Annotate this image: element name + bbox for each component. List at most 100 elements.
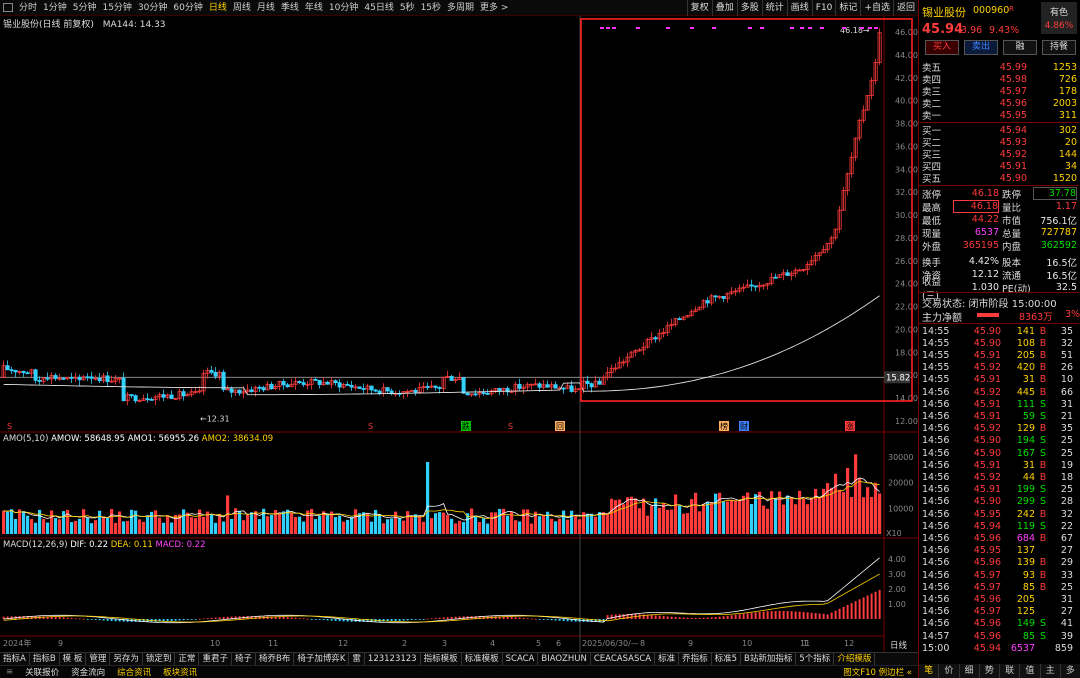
toolbar-button[interactable]: 叠加: [711, 0, 737, 16]
tick-price: 45.96: [973, 618, 1001, 630]
template-tab[interactable]: 指标A: [0, 653, 30, 665]
template-tab[interactable]: B站新加指标: [741, 653, 797, 665]
candle-body: [725, 292, 730, 299]
template-tab[interactable]: 乔指标: [679, 653, 712, 665]
macd-bar: [254, 616, 257, 619]
period-tab[interactable]: 分时: [19, 2, 38, 13]
event-mark[interactable]: 跌: [461, 421, 471, 431]
amo-bar: [762, 505, 766, 534]
sidebar-toggle-icon[interactable]: [3, 3, 13, 12]
template-tab[interactable]: 5个指标: [796, 653, 835, 665]
period-tab[interactable]: 5分钟: [72, 2, 97, 13]
template-tab[interactable]: BIAOZHUN: [538, 653, 591, 665]
event-mark[interactable]: 榜: [719, 421, 729, 431]
template-tab[interactable]: 椅乔B布: [256, 653, 295, 665]
template-tab[interactable]: 标准模板: [462, 653, 503, 665]
period-tab[interactable]: 季线: [280, 2, 299, 13]
toolbar-button[interactable]: 复权: [686, 0, 712, 16]
period-tab[interactable]: 60分钟: [173, 2, 203, 13]
quote-tab[interactable]: 笔: [919, 664, 940, 678]
tick-count: 35: [1060, 325, 1073, 337]
quote-tab[interactable]: 值: [1020, 664, 1041, 678]
template-tab[interactable]: 指标模板: [421, 653, 462, 665]
template-tab[interactable]: 标准: [655, 653, 680, 665]
template-tab[interactable]: 标准5: [712, 653, 742, 665]
template-tab[interactable]: SCACA: [503, 653, 539, 665]
tick-price: 45.90: [973, 325, 1001, 337]
template-tab[interactable]: 锁定到: [143, 653, 176, 665]
template-tab[interactable]: CEACASASCA: [591, 653, 656, 665]
amo-bar: [730, 499, 734, 534]
quote-tab[interactable]: 势: [980, 664, 1000, 678]
template-tab[interactable]: 重君子: [199, 653, 232, 665]
footer-grip-icon[interactable]: ≡: [6, 667, 14, 677]
footer-tab[interactable]: 综合资讯: [117, 668, 152, 678]
tick-price: 45.91: [973, 374, 1001, 386]
template-tab[interactable]: 另存为: [110, 653, 143, 665]
quote-tab[interactable]: 联: [1000, 664, 1021, 678]
macd-bar: [94, 619, 97, 620]
template-tab[interactable]: 椅子加博弈K: [294, 653, 350, 665]
period-tab[interactable]: 5秒: [399, 2, 415, 13]
period-tab[interactable]: 15秒: [420, 2, 442, 13]
template-tab[interactable]: 指标B: [30, 653, 60, 665]
trade-button[interactable]: 卖出: [964, 40, 998, 55]
period-tab[interactable]: 更多 >: [480, 2, 509, 13]
toolbar-button[interactable]: 统计: [761, 0, 787, 16]
amo-bar: [598, 512, 602, 534]
period-tab[interactable]: 周线: [232, 2, 251, 13]
event-mark[interactable]: S: [368, 422, 373, 431]
ask-label: 卖一: [922, 111, 942, 122]
toolbar-button[interactable]: 多股: [736, 0, 762, 16]
toolbar-button[interactable]: F10: [811, 0, 836, 16]
footer-tab[interactable]: 资金流向: [71, 668, 106, 678]
template-tab[interactable]: 椅子: [232, 653, 256, 665]
toolbar-button[interactable]: 标记: [835, 0, 860, 16]
kline-chart[interactable]: 46.0044.0042.0040.0038.0036.0034.0032.00…: [0, 16, 918, 652]
event-mark[interactable]: 涨: [845, 421, 855, 431]
amo-bar: [82, 509, 86, 534]
template-tab[interactable]: 正常: [175, 653, 200, 665]
period-tab[interactable]: 30分钟: [137, 2, 168, 13]
trade-button[interactable]: 买入: [925, 40, 959, 55]
f10-sidebar-toggle[interactable]: 图文F10 例边栏 «: [843, 668, 912, 678]
quote-tab[interactable]: 主: [1041, 664, 1061, 678]
macd-bar: [2, 616, 5, 619]
quote-tab[interactable]: 价: [939, 664, 960, 678]
template-tab[interactable]: 介绍模版: [834, 653, 876, 665]
period-tab[interactable]: 10分钟: [328, 2, 359, 13]
period-tab[interactable]: 多周期: [447, 2, 475, 13]
template-tab[interactable]: 管理: [86, 653, 111, 665]
sector-badge[interactable]: 有色 4.86%: [1041, 2, 1077, 34]
trade-button[interactable]: 持餐: [1042, 40, 1076, 55]
quote-tab[interactable]: 细: [960, 664, 980, 678]
amo-bar: [678, 505, 682, 534]
period-tab[interactable]: 月线: [256, 2, 275, 13]
period-tab[interactable]: 1分钟: [43, 2, 67, 13]
trade-button[interactable]: 融: [1003, 40, 1037, 55]
period-tab[interactable]: 45日线: [364, 2, 394, 13]
macd-bar: [742, 613, 745, 619]
footer-tab[interactable]: 板块资讯: [163, 668, 198, 678]
period-tab[interactable]: 年线: [304, 2, 323, 13]
macd-bar: [102, 619, 105, 621]
footer-tab[interactable]: 关联报价: [25, 668, 60, 678]
toolbar-button[interactable]: +自选: [860, 0, 893, 16]
quote-tab[interactable]: 多: [1061, 664, 1080, 678]
period-tab[interactable]: 日线: [208, 2, 227, 13]
event-mark[interactable]: 财: [739, 421, 749, 431]
candle-body: [453, 379, 458, 381]
template-tab[interactable]: 雷: [349, 653, 365, 665]
period-tab[interactable]: 15分钟: [102, 2, 132, 13]
macd-bar: [114, 619, 117, 622]
tick-side: B: [1039, 325, 1047, 337]
toolbar-button[interactable]: 画线: [786, 0, 812, 16]
template-tab[interactable]: 模 板: [60, 653, 87, 665]
toolbar-button[interactable]: 返回: [892, 0, 918, 16]
candle-body: [129, 394, 134, 397]
template-tab[interactable]: 123123123: [365, 653, 421, 665]
tick-time: 14:56: [922, 581, 950, 593]
event-mark[interactable]: S: [508, 422, 513, 431]
event-mark[interactable]: 回: [555, 421, 565, 431]
event-mark[interactable]: S: [7, 422, 12, 431]
